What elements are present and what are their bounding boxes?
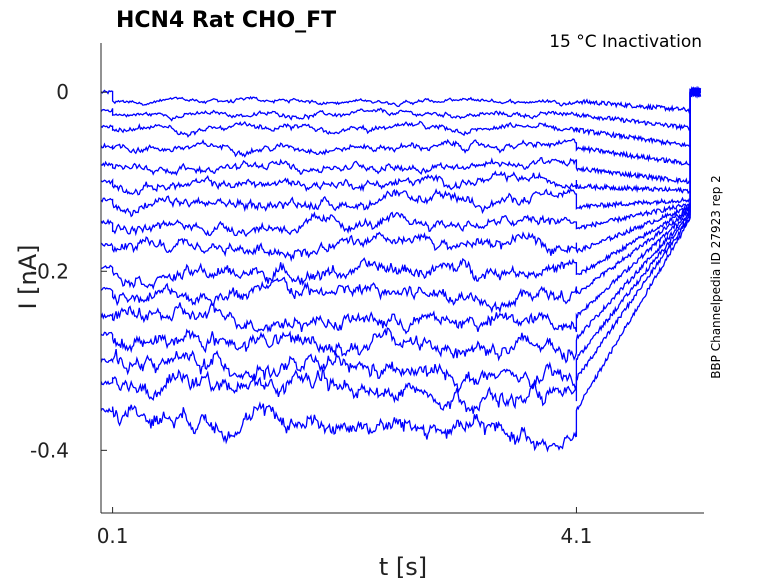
- current-trace: [100, 88, 702, 395]
- x-tick-label: 4.1: [561, 524, 593, 548]
- chart-subtitle: 15 °C Inactivation: [549, 32, 702, 52]
- current-trace: [100, 88, 702, 132]
- chart-title: HCN4 Rat CHO_FT: [116, 8, 336, 33]
- current-trace: [100, 88, 701, 148]
- x-axis-label: t [s]: [379, 553, 427, 581]
- current-trace: [100, 89, 702, 414]
- current-trace: [100, 86, 702, 453]
- current-trace: [100, 85, 702, 263]
- current-trace: [100, 87, 702, 291]
- current-trace: [100, 85, 702, 218]
- ticks-layer: 0.1 4.1 0 -0.2 -0.4: [30, 80, 592, 548]
- y-axis-label: I [nA]: [14, 244, 42, 309]
- x-tick-label: 0.1: [97, 524, 129, 548]
- traces-layer: [100, 85, 702, 453]
- side-note: BBP Channelpedia ID 27923 rep 2: [709, 175, 723, 379]
- y-tick-label: -0.4: [30, 438, 69, 462]
- current-trace: [100, 87, 702, 185]
- current-trace: [100, 90, 701, 314]
- current-trace: [100, 86, 702, 364]
- y-tick-label: 0: [56, 80, 69, 104]
- current-trace: [100, 87, 702, 335]
- y-tick-label: -0.2: [30, 259, 69, 283]
- current-trace: [100, 87, 701, 166]
- current-trace: [100, 87, 701, 115]
- current-trace: [100, 87, 702, 238]
- current-trace: [100, 85, 701, 196]
